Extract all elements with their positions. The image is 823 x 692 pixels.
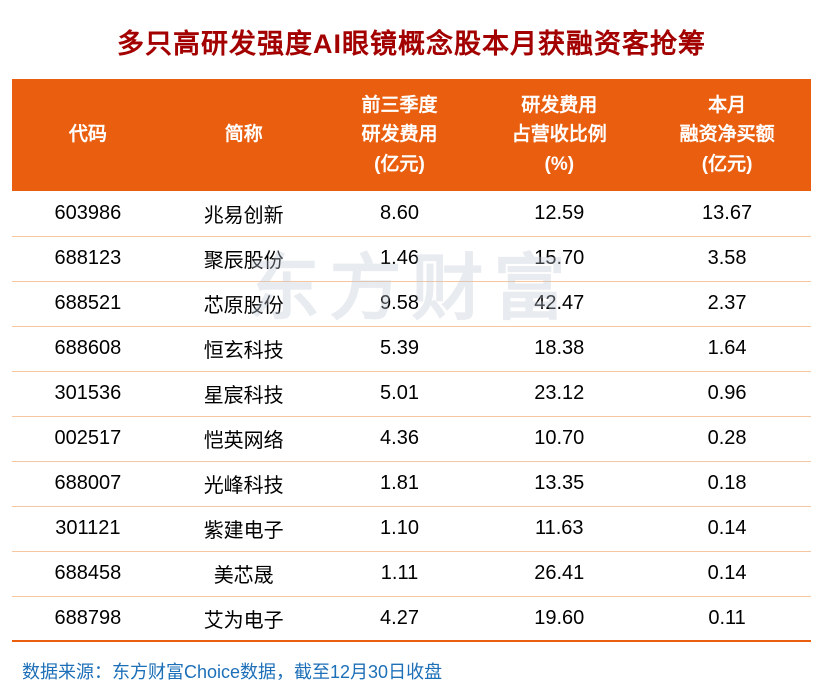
table-cell: 5.01	[323, 371, 476, 417]
table-cell: 603986	[12, 191, 164, 237]
stocks-table: 代码 简称 前三季度 研发费用 (亿元) 研发费用 占营收比例 (%) 本月 融资净买额 (亿元) …	[12, 79, 811, 643]
table-cell: 42.47	[475, 281, 644, 327]
table-cell: 10.70	[475, 416, 644, 462]
table-cell: 13.67	[643, 191, 811, 237]
table-cell: 12.59	[475, 191, 644, 237]
column-header: 研发费用占营收比例 (%)	[475, 79, 644, 192]
column-header-line: 研发费用	[361, 124, 438, 146]
table-cell: 5.39	[323, 326, 476, 372]
table-cell: 4.27	[323, 596, 476, 643]
table-cell: 0.96	[643, 371, 811, 417]
table-cell: 688521	[12, 281, 164, 327]
table-row: 002517 恺英网络 4.36 10.70 0.28	[12, 416, 811, 462]
table-cell: 301121	[12, 506, 164, 552]
table-header-row: 代码 简称 前三季度 研发费用 (亿元) 研发费用 占营收比例 (%) 本月 融资净买额 (亿元)	[12, 79, 811, 192]
table-cell: 1.81	[323, 461, 476, 507]
data-source-note: 数据来源：东方财富Choice数据，截至12月30日收盘	[22, 662, 443, 683]
table-row: 688521 芯原股份 9.58 42.47 2.37	[12, 281, 811, 327]
column-header-line: (%)	[544, 153, 575, 175]
table-cell: 0.14	[643, 551, 811, 597]
table-cell: 0.18	[643, 461, 811, 507]
table-row: 688608 恒玄科技 5.39 18.38 1.64	[12, 326, 811, 372]
table-cell: 聚辰股份	[163, 236, 324, 282]
table-cell: 3.58	[643, 236, 811, 282]
table-row: 301536 星宸科技 5.01 23.12 0.96	[12, 371, 811, 417]
table-row: 688798 艾为电子 4.27 19.60 0.11	[12, 596, 811, 643]
table-cell: 2.37	[643, 281, 811, 327]
table-cell: 美芯晟	[163, 551, 324, 597]
table-cell: 1.64	[643, 326, 811, 372]
table-cell: 恺英网络	[163, 416, 324, 462]
table-cell: 1.10	[323, 506, 476, 552]
table-cell: 0.28	[643, 416, 811, 462]
table-row: 688123 聚辰股份 1.46 15.70 3.58	[12, 236, 811, 282]
table-row: 603986 兆易创新 8.60 12.59 13.67	[12, 191, 811, 237]
column-header-line: 融资净买额	[679, 124, 775, 146]
table-cell: 688007	[12, 461, 164, 507]
table-cell: 1.46	[323, 236, 476, 282]
table-cell: 11.63	[475, 506, 644, 552]
page-title: 多只高研发强度AI眼镜概念股本月获融资客抢筹	[117, 29, 706, 59]
table-header: 代码 简称 前三季度 研发费用 (亿元) 研发费用 占营收比例 (%) 本月 融资净买额 (亿元)	[12, 79, 811, 192]
table-cell: 芯原股份	[163, 281, 324, 327]
table-cell: 19.60	[475, 596, 644, 643]
table-row: 301121 紫建电子 1.10 11.63 0.14	[12, 506, 811, 552]
column-header-line: 研发费用	[521, 95, 598, 116]
table-cell: 恒玄科技	[163, 326, 324, 372]
table-cell: 光峰科技	[163, 461, 324, 507]
table-cell: 星宸科技	[163, 371, 324, 417]
table-cell: 8.60	[323, 191, 476, 237]
table-cell: 0.14	[643, 506, 811, 552]
table-cell: 1.11	[323, 551, 476, 597]
column-header-line: 前三季度	[361, 95, 438, 116]
column-header: 简称	[163, 79, 324, 192]
column-header-line: (亿元)	[701, 153, 753, 175]
table-cell: 13.35	[475, 461, 644, 507]
table-row: 688007 光峰科技 1.81 13.35 0.18	[12, 461, 811, 507]
table-cell: 688458	[12, 551, 164, 597]
table-cell: 15.70	[475, 236, 644, 282]
column-header-line: 占营收比例	[511, 124, 607, 146]
table-cell: 艾为电子	[163, 596, 324, 643]
column-header: 本月融资净买额 (亿元)	[643, 79, 811, 192]
table-cell: 4.36	[323, 416, 476, 462]
table-cell: 301536	[12, 371, 164, 417]
column-header-line: 简称	[224, 124, 263, 146]
table-cell: 9.58	[323, 281, 476, 327]
table-cell: 688798	[12, 596, 164, 643]
column-header: 代码	[12, 79, 164, 192]
table-cell: 26.41	[475, 551, 644, 597]
table-wrap: 东方财富 代码 简称 前三季度 研发费用 (亿元) 研发费用 占营收比例 (%) 本月 融资净买额…	[12, 79, 811, 643]
column-header-line: 代码	[68, 124, 107, 146]
column-header-line: 本月	[708, 95, 747, 116]
table-row: 688458 美芯晟 1.11 26.41 0.14	[12, 551, 811, 597]
table-cell: 688123	[12, 236, 164, 282]
column-header: 前三季度研发费用 (亿元)	[323, 79, 476, 192]
table-cell: 002517	[12, 416, 164, 462]
column-header-line: (亿元)	[374, 153, 425, 175]
table-cell: 紫建电子	[163, 506, 324, 552]
table-cell: 23.12	[475, 371, 644, 417]
table-cell: 兆易创新	[163, 191, 324, 237]
table-cell: 18.38	[475, 326, 644, 372]
table-cell: 688608	[12, 326, 164, 372]
table-cell: 0.11	[643, 596, 811, 643]
table-body: 603986 兆易创新 8.60 12.59 13.67 688123 聚辰股份 1.46 15…	[12, 191, 811, 643]
